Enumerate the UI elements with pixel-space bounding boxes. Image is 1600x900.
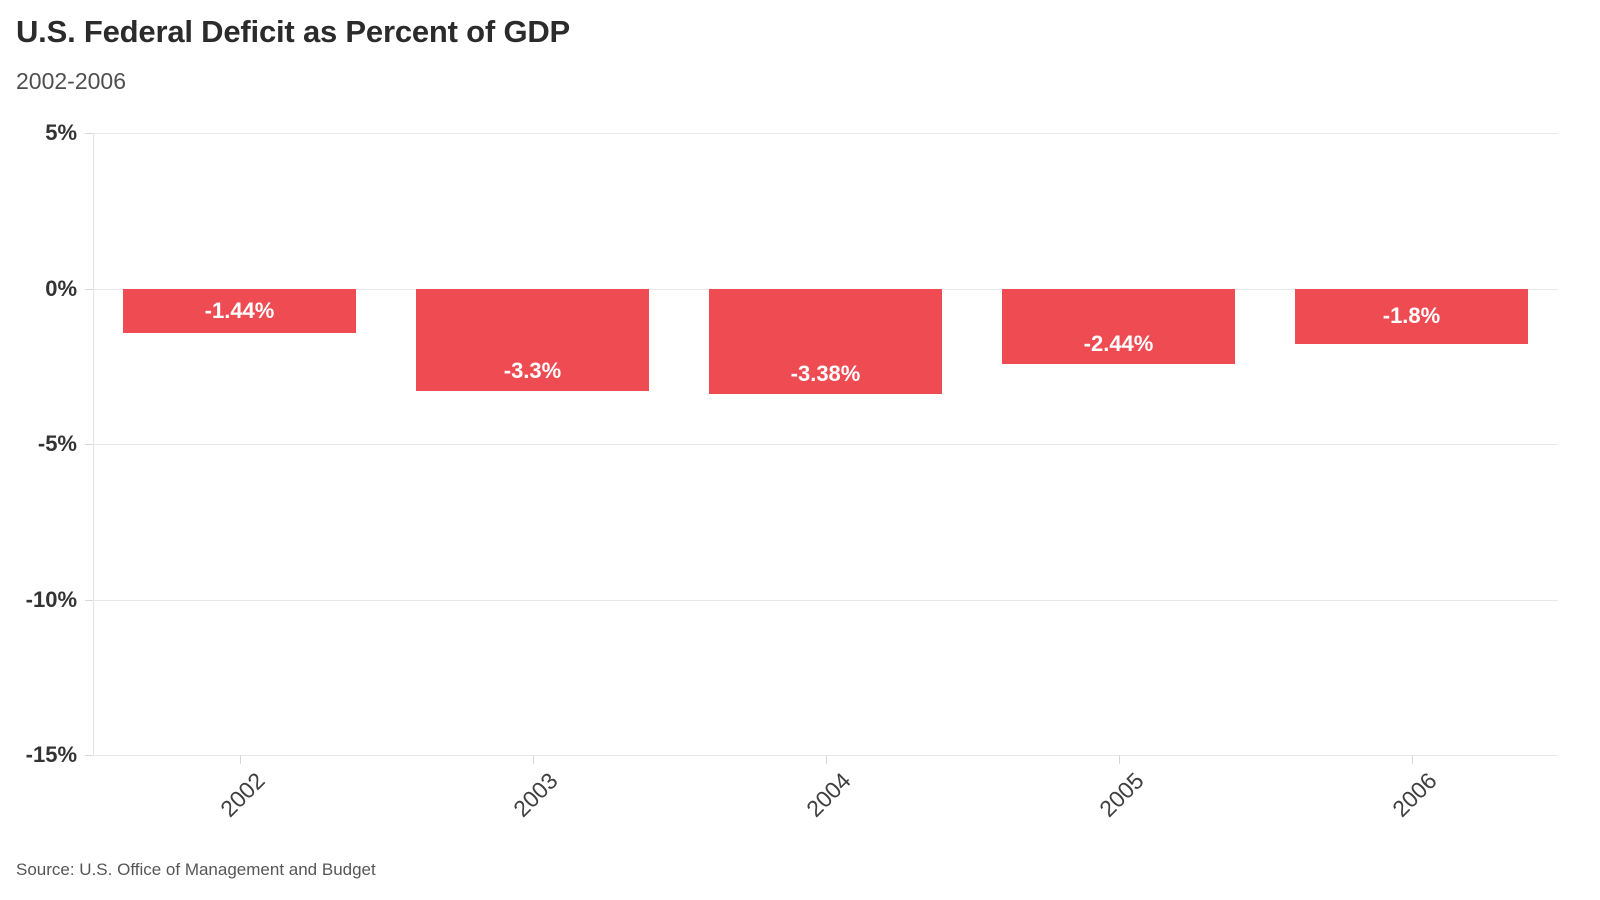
chart-title: U.S. Federal Deficit as Percent of GDP (16, 14, 571, 49)
x-tick (532, 755, 534, 764)
x-axis-label: 2002 (214, 767, 270, 822)
y-gridline (93, 133, 1558, 134)
y-tick (85, 444, 93, 445)
y-axis-label: -15% (25, 742, 77, 767)
bar: -3.3% (416, 288, 649, 392)
x-tick (1411, 755, 1413, 764)
y-axis-label: 5% (45, 120, 77, 145)
x-axis-label: 2005 (1093, 767, 1149, 822)
y-tick (85, 133, 93, 134)
bar: -2.44% (1002, 288, 1235, 365)
x-tick (239, 755, 241, 764)
x-tick (825, 755, 827, 764)
bar-value-label: -2.44% (1083, 331, 1154, 357)
y-axis-label: -10% (25, 586, 77, 612)
y-gridline (93, 444, 1558, 445)
y-tick (85, 288, 93, 290)
bar-value-label: -3.38% (790, 360, 861, 386)
y-tick (85, 599, 93, 601)
bar: -3.38% (709, 288, 942, 394)
chart-subtitle: 2002-2006 (16, 68, 126, 94)
plot-area: 5% 0% -5% -10% -15% -1.44% 2002 -3.3% 2003 -3.38%… (26, 120, 1558, 822)
y-gridline (93, 599, 1558, 601)
bar-value-label: -1.8% (1382, 303, 1441, 329)
x-axis-label: 2004 (800, 767, 856, 822)
x-axis-label: 2003 (507, 767, 563, 822)
bar: -1.8% (1295, 288, 1528, 345)
bar-value-label: -1.44% (204, 297, 275, 323)
y-tick (85, 755, 93, 756)
bar-value-label: -3.3% (503, 358, 562, 384)
y-axis-label: -5% (37, 431, 77, 456)
source-note: Source: U.S. Office of Management and Bu… (16, 860, 376, 879)
x-axis-label: 2006 (1386, 767, 1442, 822)
y-axis-label: 0% (45, 275, 77, 301)
x-tick (1118, 755, 1120, 764)
bar: -1.44% (123, 288, 356, 334)
